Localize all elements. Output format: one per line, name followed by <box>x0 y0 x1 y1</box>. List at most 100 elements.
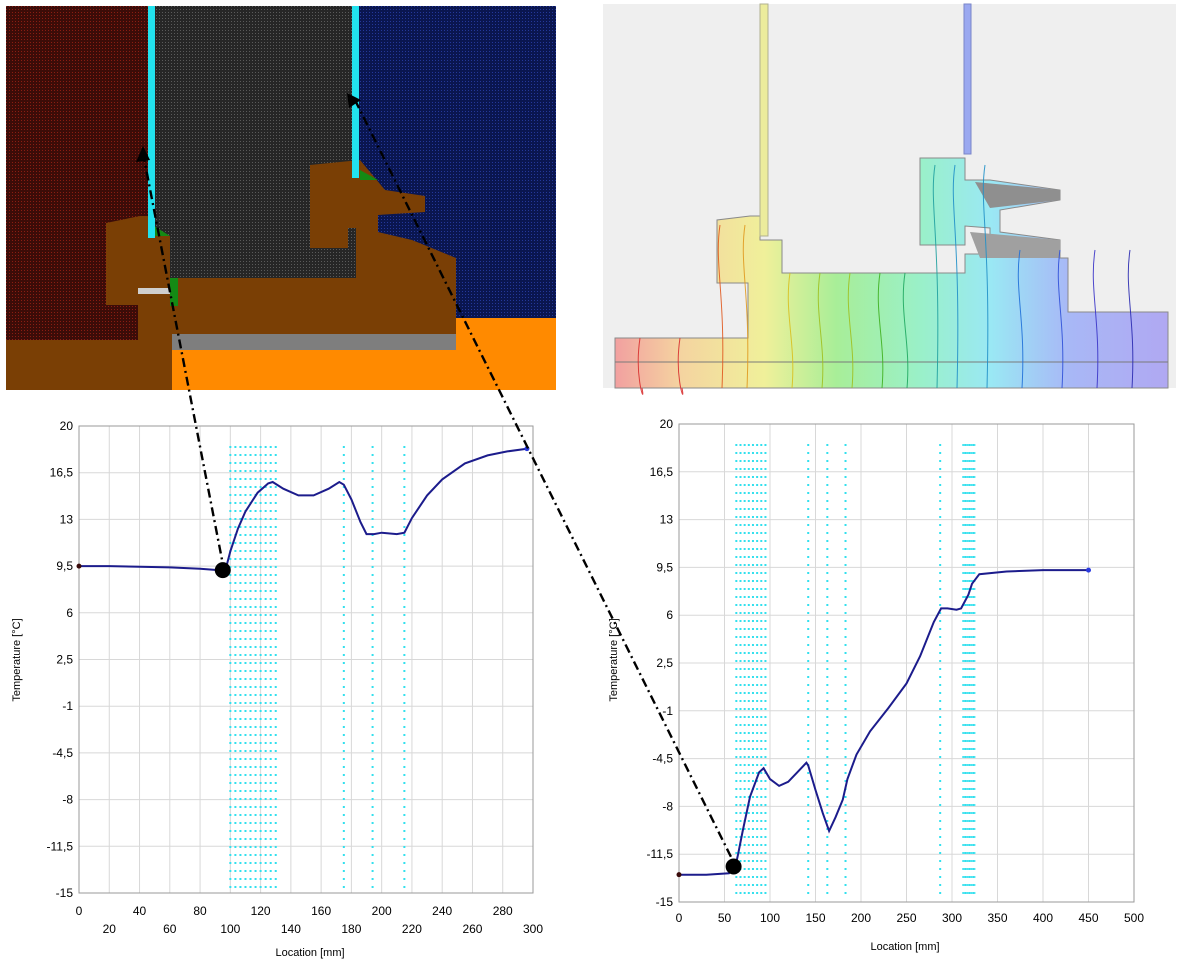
chart1-laminae <box>229 446 406 889</box>
x-tick-label: 350 <box>987 911 1007 925</box>
x-tick-label: 0 <box>676 911 683 925</box>
x-tick-label: 450 <box>1078 911 1098 925</box>
probe-point-marker <box>214 562 231 579</box>
interior-orange-zone <box>172 350 456 390</box>
y-tick-label: 16,5 <box>50 466 74 480</box>
x-tick-label-upper: 240 <box>432 904 452 918</box>
isotherm-line <box>1092 249 1099 389</box>
chart2-y-ticks: 20 16,5 13 9,5 6 2,5 -1 -4,5 -8 -11,5 -15 <box>647 417 674 909</box>
isotherm-line <box>787 272 794 389</box>
series-end-marker <box>76 563 82 569</box>
chart2-laminae <box>735 444 976 898</box>
thermal-isotherm-drawing <box>603 3 1176 395</box>
x-tick-label-upper: 40 <box>133 904 147 918</box>
x-tick-label-lower: 260 <box>462 922 482 936</box>
x-tick-label-lower: 180 <box>341 922 361 936</box>
y-tick-label: 9,5 <box>56 559 73 573</box>
chart1-y-ticks: 20 16,5 13 9,5 6 2,5 -1 -4,5 -8 -11,5 -15 <box>47 419 74 900</box>
x-tick-label: 200 <box>851 911 871 925</box>
x-tick-label-upper: 0 <box>76 904 83 918</box>
isotherm-line <box>982 164 989 389</box>
y-tick-label: 13 <box>60 512 74 526</box>
x-tick-label-lower: 100 <box>220 922 240 936</box>
y-tick-label: -4,5 <box>652 752 673 766</box>
y-tick-label: 20 <box>660 417 674 431</box>
y-tick-label: 16,5 <box>650 465 674 479</box>
chart2-markers <box>676 567 1091 878</box>
y-tick-label: -8 <box>62 793 73 807</box>
isotherm-line <box>1057 249 1064 389</box>
chart2-temperature-line <box>679 569 1089 876</box>
x-tick-label-upper: 80 <box>193 904 207 918</box>
chart1-temperature-line <box>79 447 528 572</box>
left-seal <box>170 278 178 306</box>
arrowhead-right-icon <box>347 93 361 108</box>
y-tick-label: -1 <box>662 704 673 718</box>
y-tick-label: -11,5 <box>647 847 674 861</box>
left-construction-drawing <box>6 6 556 390</box>
wooden-frame <box>6 160 456 390</box>
y-tick-label: 2,5 <box>56 653 73 667</box>
y-tick-label: 20 <box>60 419 74 433</box>
drip-profile <box>975 182 1060 208</box>
warm-side-air <box>6 6 154 390</box>
isotherm-line <box>952 164 959 389</box>
y-tick-label: 13 <box>660 513 674 527</box>
probe-point-marker <box>725 858 742 875</box>
x-tick-label-upper: 200 <box>372 904 392 918</box>
isotherm-lines <box>637 164 1134 395</box>
x-tick-label-upper: 160 <box>311 904 331 918</box>
leader-lines <box>141 99 737 866</box>
chart2-plot-frame <box>678 423 1135 903</box>
isotherm-line <box>902 272 909 389</box>
leader-line-inner-left <box>141 152 226 571</box>
metal-pin <box>138 288 170 294</box>
arrowhead-left-icon <box>136 146 150 162</box>
x-tick-label: 300 <box>942 911 962 925</box>
y-tick-label: 6 <box>66 606 73 620</box>
x-tick-label: 50 <box>718 911 732 925</box>
y-tick-label: -4,5 <box>52 746 73 760</box>
leader-arrowheads <box>136 93 361 162</box>
x-tick-label-lower: 300 <box>523 922 543 936</box>
right-temperature-chart: 20 16,5 13 9,5 6 2,5 -1 -4,5 -8 -11,5 -15 0 50 100 15… <box>608 417 1144 953</box>
isotherm-line <box>877 272 884 389</box>
x-tick-label-lower: 20 <box>103 922 117 936</box>
sill-board <box>172 334 456 350</box>
x-tick-label-upper: 280 <box>493 904 513 918</box>
glass-seal-right <box>360 170 378 180</box>
x-tick-label-lower: 60 <box>163 922 177 936</box>
y-tick-label: 6 <box>666 608 673 622</box>
outer-glass-thermal <box>963 3 972 155</box>
isotherm-line <box>817 272 824 389</box>
leader-line-outer-right <box>353 99 737 866</box>
x-tick-label: 500 <box>1124 911 1144 925</box>
y-tick-label: -15 <box>656 895 674 909</box>
series-end-marker <box>1086 567 1091 573</box>
y-tick-label: -11,5 <box>47 839 74 853</box>
isotherm-line <box>637 337 644 395</box>
outer-glass-pane <box>352 6 359 178</box>
simulated-section <box>614 157 1169 389</box>
chart1-x-axis-label: Location [mm] <box>275 947 344 959</box>
isotherm-line <box>847 272 854 389</box>
isotherm-line <box>932 164 939 389</box>
isotherm-line <box>677 337 684 395</box>
chart2-x-ticks: 0 50 100 150 200 250 300 350 400 450 500 <box>676 911 1145 925</box>
x-tick-label: 100 <box>760 911 780 925</box>
chart2-x-axis-label: Location [mm] <box>870 941 939 953</box>
x-tick-label: 400 <box>1033 911 1053 925</box>
series-end-marker <box>676 872 682 878</box>
sill-profile <box>970 232 1060 258</box>
y-tick-label: -1 <box>62 699 73 713</box>
chart2-grid <box>678 423 1135 903</box>
x-tick-label: 150 <box>805 911 825 925</box>
chart1-plot-frame <box>78 425 534 894</box>
y-tick-label: -15 <box>56 886 74 900</box>
y-tick-label: 9,5 <box>656 560 673 574</box>
x-tick-label-lower: 140 <box>281 922 301 936</box>
isotherm-line <box>717 224 724 389</box>
isotherm-line <box>742 224 749 389</box>
inner-glass-pane <box>148 6 155 238</box>
